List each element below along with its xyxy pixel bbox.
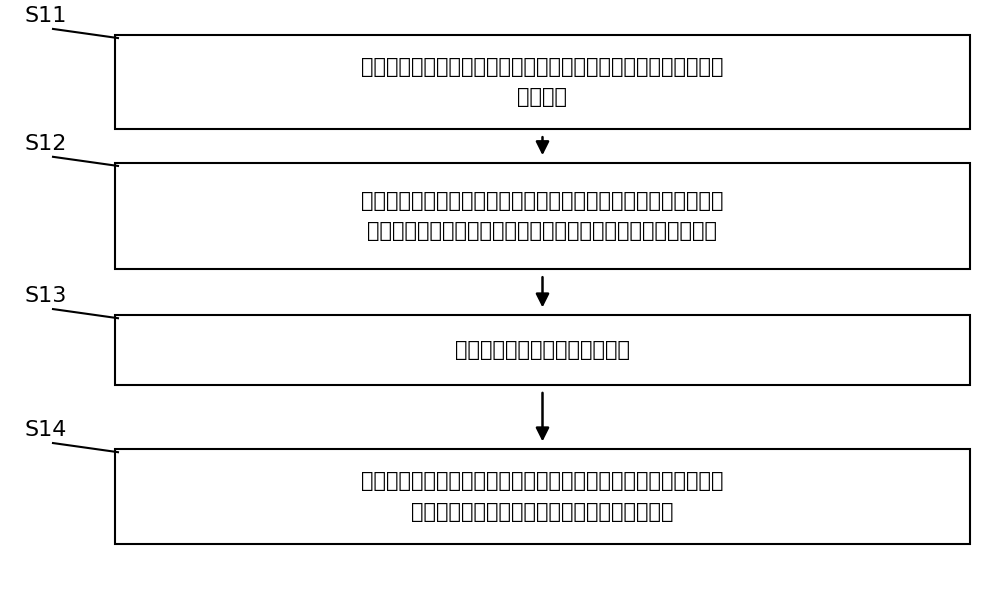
Text: 生成所述施工引导区域的等高线: 生成所述施工引导区域的等高线 <box>455 340 630 360</box>
Text: S12: S12 <box>25 134 67 154</box>
Text: S14: S14 <box>25 420 67 440</box>
Text: 显示网格化的施工引导区域、所述施工引导区域的边界线以及所述
施工引导区域的等高线，以引导作业人员的作业: 显示网格化的施工引导区域、所述施工引导区域的边界线以及所述 施工引导区域的等高线… <box>361 471 724 521</box>
Bar <box>115 35 970 130</box>
Bar <box>115 315 970 385</box>
Bar <box>115 163 970 269</box>
Bar <box>115 449 970 543</box>
Text: 网格化待作业区域，以将所述待作业区域分为多个挖掘区域和多个
填方区域: 网格化待作业区域，以将所述待作业区域分为多个挖掘区域和多个 填方区域 <box>361 57 724 107</box>
Text: 在挖掘量和填方量平衡的前提下，生成施工引导区域的边界线，其
中所述施工引导区域为所述待作业区域中挖掘机实际作业的区域: 在挖掘量和填方量平衡的前提下，生成施工引导区域的边界线，其 中所述施工引导区域为… <box>361 191 724 241</box>
Text: S13: S13 <box>25 286 67 306</box>
Text: S11: S11 <box>25 6 67 26</box>
